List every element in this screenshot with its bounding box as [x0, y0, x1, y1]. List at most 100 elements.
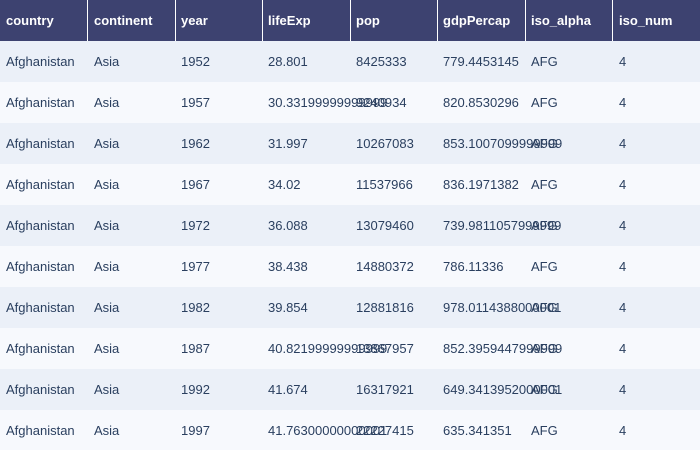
cell-iso-num: 4: [619, 259, 627, 274]
cell-year: 1982: [181, 300, 210, 315]
cell-continent: Asia: [94, 218, 120, 233]
cell-pop: 8425333: [356, 54, 407, 69]
cell-pop: 22227415: [356, 423, 414, 438]
header-divider: [262, 0, 263, 41]
table-row: Afghanistan Asia 1972 36.088 13079460 739.981…: [0, 205, 700, 246]
table-row: Afghanistan Asia 1967 34.02 11537966 836.1971…: [0, 164, 700, 205]
cell-continent: Asia: [94, 136, 120, 151]
cell-iso-alpha: AFG: [531, 218, 558, 233]
cell-continent: Asia: [94, 259, 120, 274]
cell-year: 1972: [181, 218, 210, 233]
cell-gdppercap: 978.0114388000001: [443, 300, 562, 315]
column-header-lifeexp[interactable]: lifeExp: [268, 13, 311, 28]
cell-pop: 13079460: [356, 218, 414, 233]
cell-iso-num: 4: [619, 382, 627, 397]
cell-lifeexp: 34.02: [268, 177, 301, 192]
column-header-gdppercap[interactable]: gdpPercap: [443, 13, 511, 28]
cell-iso-num: 4: [619, 423, 627, 438]
cell-year: 1952: [181, 54, 210, 69]
cell-country: Afghanistan: [6, 95, 75, 110]
header-divider: [437, 0, 438, 41]
cell-country: Afghanistan: [6, 218, 75, 233]
table-row: Afghanistan Asia 1997 41.76300000000001 2222…: [0, 410, 700, 450]
cell-lifeexp: 41.76300000000001: [268, 423, 388, 438]
cell-lifeexp: 41.674: [268, 382, 308, 397]
cell-gdppercap: 820.8530296: [443, 95, 519, 110]
cell-pop: 16317921: [356, 382, 414, 397]
table-row: Afghanistan Asia 1957 30.33199999999999 9240…: [0, 82, 700, 123]
cell-iso-alpha: AFG: [531, 341, 558, 356]
cell-lifeexp: 39.854: [268, 300, 308, 315]
header-divider: [612, 0, 613, 41]
cell-iso-num: 4: [619, 95, 627, 110]
cell-country: Afghanistan: [6, 177, 75, 192]
cell-lifeexp: 40.82199999999999: [268, 341, 388, 356]
cell-lifeexp: 28.801: [268, 54, 308, 69]
cell-gdppercap: 649.3413952000001: [443, 382, 563, 397]
cell-iso-alpha: AFG: [531, 300, 558, 315]
cell-year: 1997: [181, 423, 210, 438]
cell-iso-num: 4: [619, 218, 627, 233]
cell-iso-alpha: AFG: [531, 95, 558, 110]
cell-year: 1992: [181, 382, 210, 397]
cell-lifeexp: 31.997: [268, 136, 308, 151]
cell-gdppercap: 852.3959447999999: [443, 341, 563, 356]
cell-gdppercap: 853.1007099999999: [443, 136, 563, 151]
cell-continent: Asia: [94, 54, 120, 69]
cell-continent: Asia: [94, 177, 120, 192]
cell-gdppercap: 779.4453145: [443, 54, 519, 69]
cell-iso-alpha: AFG: [531, 54, 558, 69]
column-header-pop[interactable]: pop: [356, 13, 380, 28]
cell-year: 1967: [181, 177, 210, 192]
column-header-iso-num[interactable]: iso_num: [619, 13, 673, 28]
header-divider: [87, 0, 88, 41]
cell-country: Afghanistan: [6, 423, 75, 438]
cell-iso-num: 4: [619, 341, 627, 356]
cell-pop: 14880372: [356, 259, 414, 274]
column-header-year[interactable]: year: [181, 13, 208, 28]
header-divider: [350, 0, 351, 41]
table-row: Afghanistan Asia 1952 28.801 8425333 779.4453…: [0, 41, 700, 82]
cell-pop: 9240934: [356, 95, 407, 110]
cell-year: 1977: [181, 259, 210, 274]
cell-pop: 13867957: [356, 341, 414, 356]
cell-iso-num: 4: [619, 54, 627, 69]
cell-continent: Asia: [94, 423, 120, 438]
cell-country: Afghanistan: [6, 259, 75, 274]
cell-pop: 10267083: [356, 136, 414, 151]
header-divider: [525, 0, 526, 41]
table-row: Afghanistan Asia 1977 38.438 14880372 786.113…: [0, 246, 700, 287]
cell-gdppercap: 635.341351: [443, 423, 512, 438]
cell-country: Afghanistan: [6, 382, 75, 397]
cell-lifeexp: 30.33199999999999: [268, 95, 388, 110]
cell-iso-alpha: AFG: [531, 382, 558, 397]
cell-iso-num: 4: [619, 300, 627, 315]
column-header-country[interactable]: country: [6, 13, 54, 28]
cell-continent: Asia: [94, 300, 120, 315]
cell-country: Afghanistan: [6, 136, 75, 151]
cell-country: Afghanistan: [6, 300, 75, 315]
cell-year: 1987: [181, 341, 210, 356]
cell-iso-alpha: AFG: [531, 423, 558, 438]
table-row: Afghanistan Asia 1982 39.854 12881816 978.011…: [0, 287, 700, 328]
cell-country: Afghanistan: [6, 54, 75, 69]
cell-iso-alpha: AFG: [531, 259, 558, 274]
table-row: Afghanistan Asia 1962 31.997 10267083 853.100…: [0, 123, 700, 164]
cell-pop: 11537966: [356, 177, 413, 192]
cell-lifeexp: 36.088: [268, 218, 308, 233]
cell-iso-alpha: AFG: [531, 177, 558, 192]
cell-gdppercap: 786.11336: [443, 259, 504, 274]
table-header: country continent year lifeExp pop gdpPe…: [0, 0, 700, 41]
cell-gdppercap: 739.9811057999999: [443, 218, 562, 233]
cell-country: Afghanistan: [6, 341, 75, 356]
cell-iso-num: 4: [619, 136, 627, 151]
column-header-continent[interactable]: continent: [94, 13, 153, 28]
cell-gdppercap: 836.1971382: [443, 177, 519, 192]
cell-lifeexp: 38.438: [268, 259, 308, 274]
cell-iso-num: 4: [619, 177, 627, 192]
cell-continent: Asia: [94, 382, 120, 397]
column-header-iso-alpha[interactable]: iso_alpha: [531, 13, 591, 28]
cell-continent: Asia: [94, 95, 120, 110]
cell-continent: Asia: [94, 341, 120, 356]
